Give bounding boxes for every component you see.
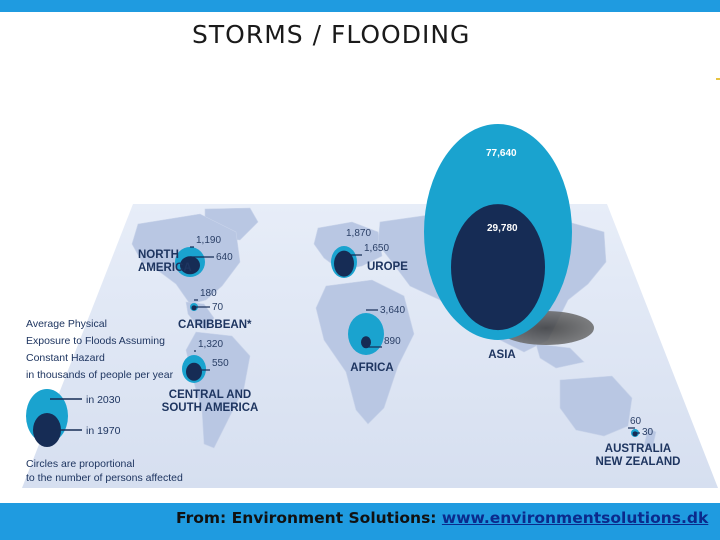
region-name-europe-1: UROPE xyxy=(367,261,408,273)
source-link[interactable]: www.environmentsolutions.dk xyxy=(441,509,709,527)
legend-note-line-2: to the number of persons affected xyxy=(26,472,183,484)
bubble-2030-africa xyxy=(348,313,384,355)
value-1970-europe: 1,650 xyxy=(364,243,389,254)
value-2030-europe: 1,870 xyxy=(346,228,371,239)
source-prefix: From: Environment Solutions: xyxy=(176,509,437,527)
continent-new-zealand xyxy=(643,427,657,451)
bubble-1970-africa xyxy=(361,336,371,349)
region-name-australia-new-zealand-2: NEW ZEALAND xyxy=(596,456,681,468)
bubble-1970-asia xyxy=(451,204,545,331)
source-caption: From: Environment Solutions: www.environ… xyxy=(176,509,708,527)
region-name-caribbean-1: CARIBBEAN* xyxy=(178,319,252,331)
top-accent-bar xyxy=(0,0,720,12)
bubble-1970-australia-new-zealand xyxy=(632,431,638,437)
region-name-north-america-1: NORTH xyxy=(138,249,179,261)
value-2030-africa: 3,640 xyxy=(380,305,405,316)
bubble-1970-caribbean xyxy=(191,305,197,311)
region-bubbles xyxy=(175,124,639,437)
accent-tick xyxy=(716,78,720,80)
bottom-accent-bar xyxy=(0,503,720,540)
region-name-central-and-south-america-1: CENTRAL AND xyxy=(169,389,251,401)
region-name-central-and-south-america-2: SOUTH AMERICA xyxy=(162,402,259,414)
value-1970-asia: 29,780 xyxy=(487,223,518,234)
legend-heading-line-4: in thousands of people per year xyxy=(26,369,174,381)
value-2030-north-america: 1,190 xyxy=(196,235,221,246)
legend-note-line-1: Circles are proportional xyxy=(26,458,135,470)
value-2030-australia-new-zealand: 60 xyxy=(630,416,642,427)
value-2030-central-and-south-america: 1,320 xyxy=(198,339,223,350)
legend-label-1970: in 1970 xyxy=(86,425,121,437)
legend: Average Physical Exposure to Floods Assu… xyxy=(26,318,183,484)
slide-title: STORMS / FLOODING xyxy=(192,20,471,49)
value-1970-africa: 890 xyxy=(384,336,401,347)
region-name-australia-new-zealand-1: AUSTRALIA xyxy=(605,443,671,455)
bubble-1970-north-america xyxy=(180,256,200,275)
legend-heading-line-1: Average Physical xyxy=(26,318,107,330)
region-name-asia-1: ASIA xyxy=(488,349,515,361)
legend-heading-line-2: Exposure to Floods Assuming xyxy=(26,335,165,347)
value-2030-caribbean: 180 xyxy=(200,288,217,299)
value-2030-asia: 77,640 xyxy=(486,148,517,159)
continent-australia xyxy=(559,375,633,437)
value-1970-caribbean: 70 xyxy=(212,302,224,313)
bubble-1970-europe xyxy=(334,250,354,277)
value-1970-australia-new-zealand: 30 xyxy=(642,427,654,438)
legend-label-2030: in 2030 xyxy=(86,394,121,406)
continent-europe xyxy=(313,221,383,271)
legend-heading-line-3: Constant Hazard xyxy=(26,352,105,364)
bubble-1970-central-and-south-america xyxy=(186,362,202,381)
value-1970-north-america: 640 xyxy=(216,252,233,263)
region-name-africa-1: AFRICA xyxy=(350,362,393,374)
region-name-north-america-2: AMERICA xyxy=(138,262,192,274)
value-1970-central-and-south-america: 550 xyxy=(212,358,229,369)
legend-bubble-1970 xyxy=(33,413,61,447)
continent-indonesia xyxy=(535,343,585,369)
